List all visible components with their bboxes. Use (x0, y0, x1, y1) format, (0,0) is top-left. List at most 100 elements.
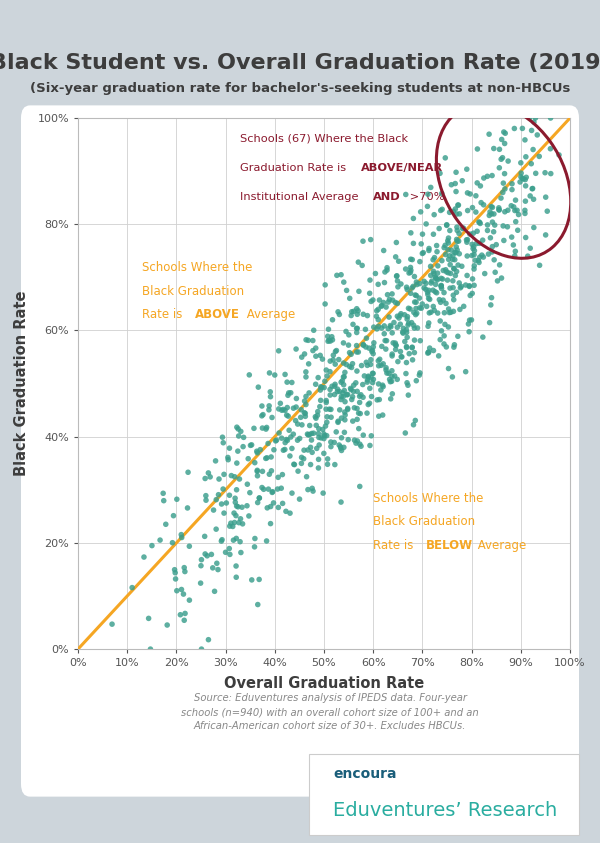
Point (517, 172, 527, 185)
Point (408, 353, 418, 367)
Point (322, 394, 331, 407)
Point (424, 283, 434, 297)
Point (377, 340, 386, 353)
Point (179, 588, 188, 601)
Point (388, 347, 397, 361)
Point (381, 361, 391, 374)
Point (200, 547, 210, 561)
Point (382, 263, 392, 277)
Point (500, 182, 510, 196)
Point (340, 413, 350, 427)
Text: ·: · (370, 767, 374, 781)
Point (362, 373, 372, 387)
Point (430, 285, 440, 298)
Point (436, 280, 446, 293)
Point (478, 330, 488, 344)
Point (313, 371, 323, 384)
Point (368, 373, 378, 386)
Point (527, 124, 536, 137)
Point (314, 461, 323, 475)
Point (183, 502, 193, 515)
Point (487, 200, 496, 213)
Point (223, 453, 233, 466)
Point (366, 233, 376, 246)
Point (495, 258, 505, 271)
Point (262, 421, 271, 434)
Point (398, 326, 408, 340)
Point (395, 309, 405, 322)
Point (308, 485, 318, 498)
Point (485, 316, 494, 330)
Point (221, 545, 230, 559)
Point (362, 358, 372, 372)
Point (434, 293, 444, 306)
Point (453, 330, 463, 343)
Point (428, 300, 438, 314)
Point (158, 486, 168, 500)
Point (355, 480, 365, 493)
Point (335, 308, 344, 321)
Point (445, 223, 455, 237)
Point (352, 412, 362, 426)
Point (356, 439, 366, 453)
Point (433, 266, 442, 280)
Point (436, 314, 445, 328)
Point (318, 422, 328, 436)
Point (471, 189, 481, 202)
Point (444, 303, 454, 316)
Point (392, 320, 402, 334)
Point (442, 218, 452, 232)
Point (211, 493, 221, 507)
Point (340, 366, 350, 379)
Point (382, 261, 392, 275)
Point (380, 276, 389, 289)
Point (451, 240, 461, 254)
Point (229, 534, 238, 547)
Point (348, 390, 358, 404)
Point (374, 410, 383, 423)
Point (416, 205, 425, 218)
Point (441, 297, 451, 310)
Point (322, 410, 332, 423)
Point (306, 441, 316, 454)
Point (254, 572, 264, 586)
Point (219, 468, 229, 481)
Point (416, 237, 426, 250)
Point (394, 311, 404, 325)
Point (295, 492, 304, 506)
Point (419, 275, 429, 288)
Point (266, 450, 276, 464)
Point (333, 416, 343, 429)
Point (257, 409, 266, 422)
Point (452, 286, 461, 299)
Point (352, 346, 361, 359)
Point (511, 193, 520, 207)
Point (451, 177, 460, 191)
Point (430, 208, 439, 222)
Point (404, 347, 414, 361)
Point (471, 206, 481, 219)
Point (383, 322, 393, 336)
Point (355, 395, 364, 409)
Point (463, 204, 472, 217)
Point (250, 532, 260, 545)
Point (381, 342, 391, 356)
Point (423, 286, 433, 299)
Point (326, 440, 336, 454)
Point (254, 380, 263, 394)
Point (485, 205, 495, 218)
Point (388, 293, 397, 307)
Point (242, 499, 252, 513)
Point (227, 469, 236, 482)
Point (415, 334, 425, 347)
Point (457, 280, 466, 293)
Point (332, 384, 342, 398)
Point (316, 394, 325, 407)
Text: Schools Where the: Schools Where the (373, 492, 484, 506)
Point (211, 523, 221, 536)
Point (354, 422, 364, 435)
Point (449, 205, 458, 218)
Point (358, 338, 368, 352)
Point (283, 400, 292, 414)
Point (275, 396, 285, 410)
